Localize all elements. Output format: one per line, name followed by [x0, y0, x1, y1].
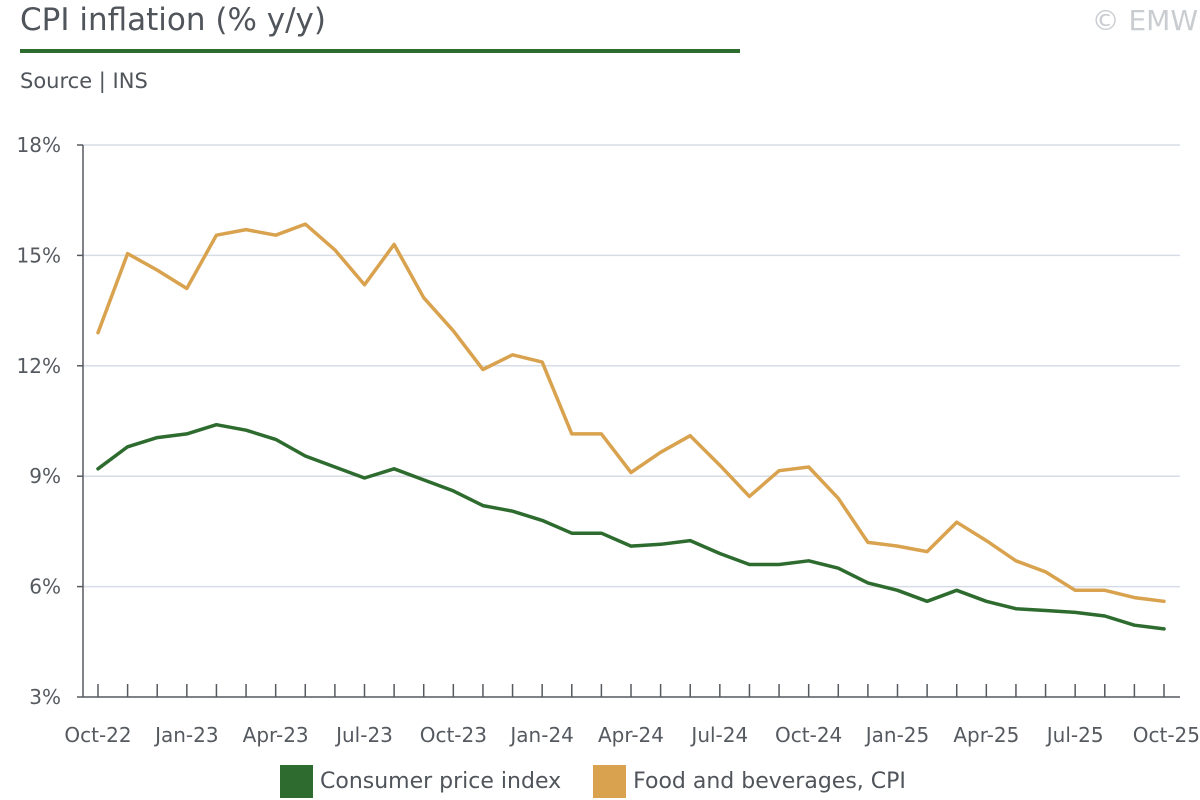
- x-tick-label: Apr-23: [243, 723, 309, 747]
- x-tick-label: Jan-24: [508, 723, 574, 747]
- series-line-food: [96, 222, 1166, 604]
- x-tick-label: Jul-24: [689, 723, 748, 747]
- x-tick-label: Oct-22: [64, 723, 131, 747]
- legend-item-cpi: Consumer price index: [280, 765, 561, 798]
- y-tick-label: 12%: [17, 354, 61, 378]
- y-tick-label: 18%: [17, 133, 61, 157]
- x-tick-label: Apr-24: [598, 723, 664, 747]
- legend-label-cpi: Consumer price index: [320, 769, 562, 794]
- y-tick-label: 15%: [17, 243, 61, 267]
- x-tick-label: Jul-23: [334, 723, 393, 747]
- legend-swatch-food: [593, 765, 627, 798]
- legend-item-food: Food and beverages, CPI: [593, 765, 906, 798]
- y-tick-label: 3%: [29, 685, 61, 709]
- legend-swatch-cpi: [280, 765, 313, 798]
- copyright-label: © EMW: [1091, 4, 1198, 37]
- legend: Consumer price index Food and beverages,…: [280, 765, 938, 798]
- x-tick-label: Jan-25: [864, 723, 930, 747]
- x-tick-label: Jul-25: [1045, 723, 1104, 747]
- legend-label-food: Food and beverages, CPI: [633, 769, 906, 794]
- y-tick-label: 6%: [29, 575, 61, 599]
- series-line-cpi: [96, 422, 1166, 631]
- x-tick-label: Jan-23: [153, 723, 219, 747]
- x-tick-label: Oct-23: [420, 723, 487, 747]
- x-tick-label: Oct-24: [775, 723, 842, 747]
- y-tick-label: 9%: [29, 464, 61, 488]
- title-underline: [20, 49, 740, 53]
- chart-title: CPI inflation (% y/y): [20, 2, 326, 38]
- x-tick-label: Apr-25: [953, 723, 1019, 747]
- x-tick-label: Oct-25: [1133, 723, 1200, 747]
- source-label: Source | INS: [20, 69, 148, 93]
